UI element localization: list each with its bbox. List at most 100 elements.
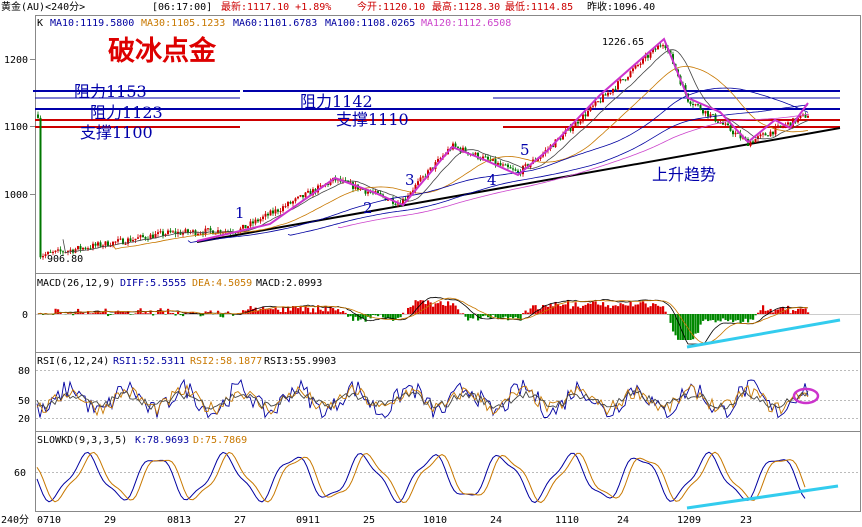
macd-bar	[87, 310, 90, 314]
macd-bar	[367, 314, 370, 317]
rsi-highlight-circle	[792, 387, 820, 405]
macd-bar	[232, 314, 235, 316]
candle-body	[94, 243, 97, 246]
macd-bar	[79, 311, 82, 314]
macd-bar	[174, 314, 177, 316]
macd-bar	[472, 314, 475, 319]
macd-bar	[462, 313, 465, 314]
macd-bar	[327, 311, 330, 314]
macd-bar	[754, 314, 757, 316]
candle-body	[249, 221, 252, 227]
candle-body	[117, 239, 119, 242]
candle-body	[807, 115, 809, 118]
macd-bar	[792, 310, 795, 314]
macd-bar	[484, 314, 487, 316]
macd-bar	[784, 309, 787, 314]
macd-bar	[324, 305, 327, 314]
candle-body	[604, 94, 607, 96]
resistance-1142-label: 阻力1142	[300, 92, 373, 111]
macd-bar	[729, 314, 732, 320]
macd-bar	[509, 314, 512, 318]
candle-body	[754, 139, 757, 143]
macd-bar	[497, 314, 500, 320]
macd-bar	[337, 309, 340, 314]
candle-body	[112, 241, 114, 246]
macd-bar	[797, 308, 800, 314]
macd-bar	[694, 314, 697, 334]
macd-bar	[677, 314, 680, 340]
macd-bar	[689, 314, 692, 340]
macd-bar	[572, 306, 575, 314]
x-tick-label: 1110	[555, 515, 579, 526]
macd-bar	[274, 307, 277, 314]
candle-body	[194, 230, 197, 236]
macd-bar	[57, 309, 60, 314]
macd-bar	[714, 314, 717, 323]
macd-bar	[644, 303, 647, 314]
candle-body	[69, 249, 72, 252]
candle-body	[782, 126, 784, 128]
macd-bar	[202, 314, 205, 316]
candle-body	[477, 152, 479, 159]
candle-body	[619, 79, 622, 82]
candle-body	[294, 198, 297, 202]
candle-body	[712, 114, 714, 116]
macd-bar	[652, 303, 655, 314]
support-1110-label: 支撑1110	[336, 110, 409, 129]
macd-bar	[107, 314, 110, 317]
candle-body	[694, 104, 697, 106]
candle-body	[169, 230, 172, 233]
candle-body	[139, 235, 142, 238]
macd-bar	[342, 311, 345, 314]
kd-tick-60: 60	[14, 468, 26, 479]
candle-body	[177, 231, 179, 235]
candle-body	[219, 230, 222, 234]
candle-body	[287, 201, 289, 207]
macd-bar	[222, 314, 225, 318]
macd-bar	[637, 304, 640, 314]
candle-body	[774, 126, 777, 135]
candle-body	[367, 191, 369, 194]
candle-body	[692, 104, 694, 106]
macd-bar	[727, 314, 730, 322]
macd-bar	[124, 312, 127, 314]
macd-bar	[287, 306, 290, 314]
macd-bar	[352, 314, 355, 321]
candle-body	[779, 125, 782, 127]
candle-body	[699, 105, 702, 110]
candle-body	[344, 180, 347, 182]
macd-bar	[299, 306, 302, 314]
macd-bar	[722, 314, 725, 319]
macd-bar	[54, 308, 57, 314]
candle-body	[664, 45, 667, 49]
candle-body	[649, 52, 652, 58]
candle-body	[587, 110, 589, 117]
ma60-label: MA60:1101.6783	[233, 18, 317, 29]
macd-bar	[582, 305, 585, 314]
candle-body	[329, 181, 332, 185]
candle-body	[214, 233, 217, 235]
candle-body	[627, 77, 629, 80]
macd-bar	[779, 307, 782, 314]
candle-body	[727, 123, 729, 126]
wave-label-2: 2	[363, 199, 373, 217]
candle-body	[462, 147, 464, 152]
candle-body	[304, 192, 307, 198]
kd-divergence-line	[686, 484, 839, 510]
y-tick-1200: 1200	[4, 55, 28, 66]
candle-body	[202, 233, 204, 235]
candle-body	[289, 201, 292, 204]
macd-bar	[594, 301, 597, 314]
macd-bar	[759, 310, 762, 314]
candle-body	[579, 121, 582, 124]
macd-bar	[539, 309, 542, 314]
candle-body	[617, 81, 619, 90]
candle-body	[264, 213, 267, 217]
macd-bar	[744, 314, 747, 319]
candle-body	[49, 251, 52, 253]
macd-bar	[129, 314, 132, 315]
candle-body	[354, 184, 357, 189]
macd-bar	[724, 314, 727, 321]
candle-body	[204, 228, 207, 235]
macd-bar	[412, 305, 415, 314]
